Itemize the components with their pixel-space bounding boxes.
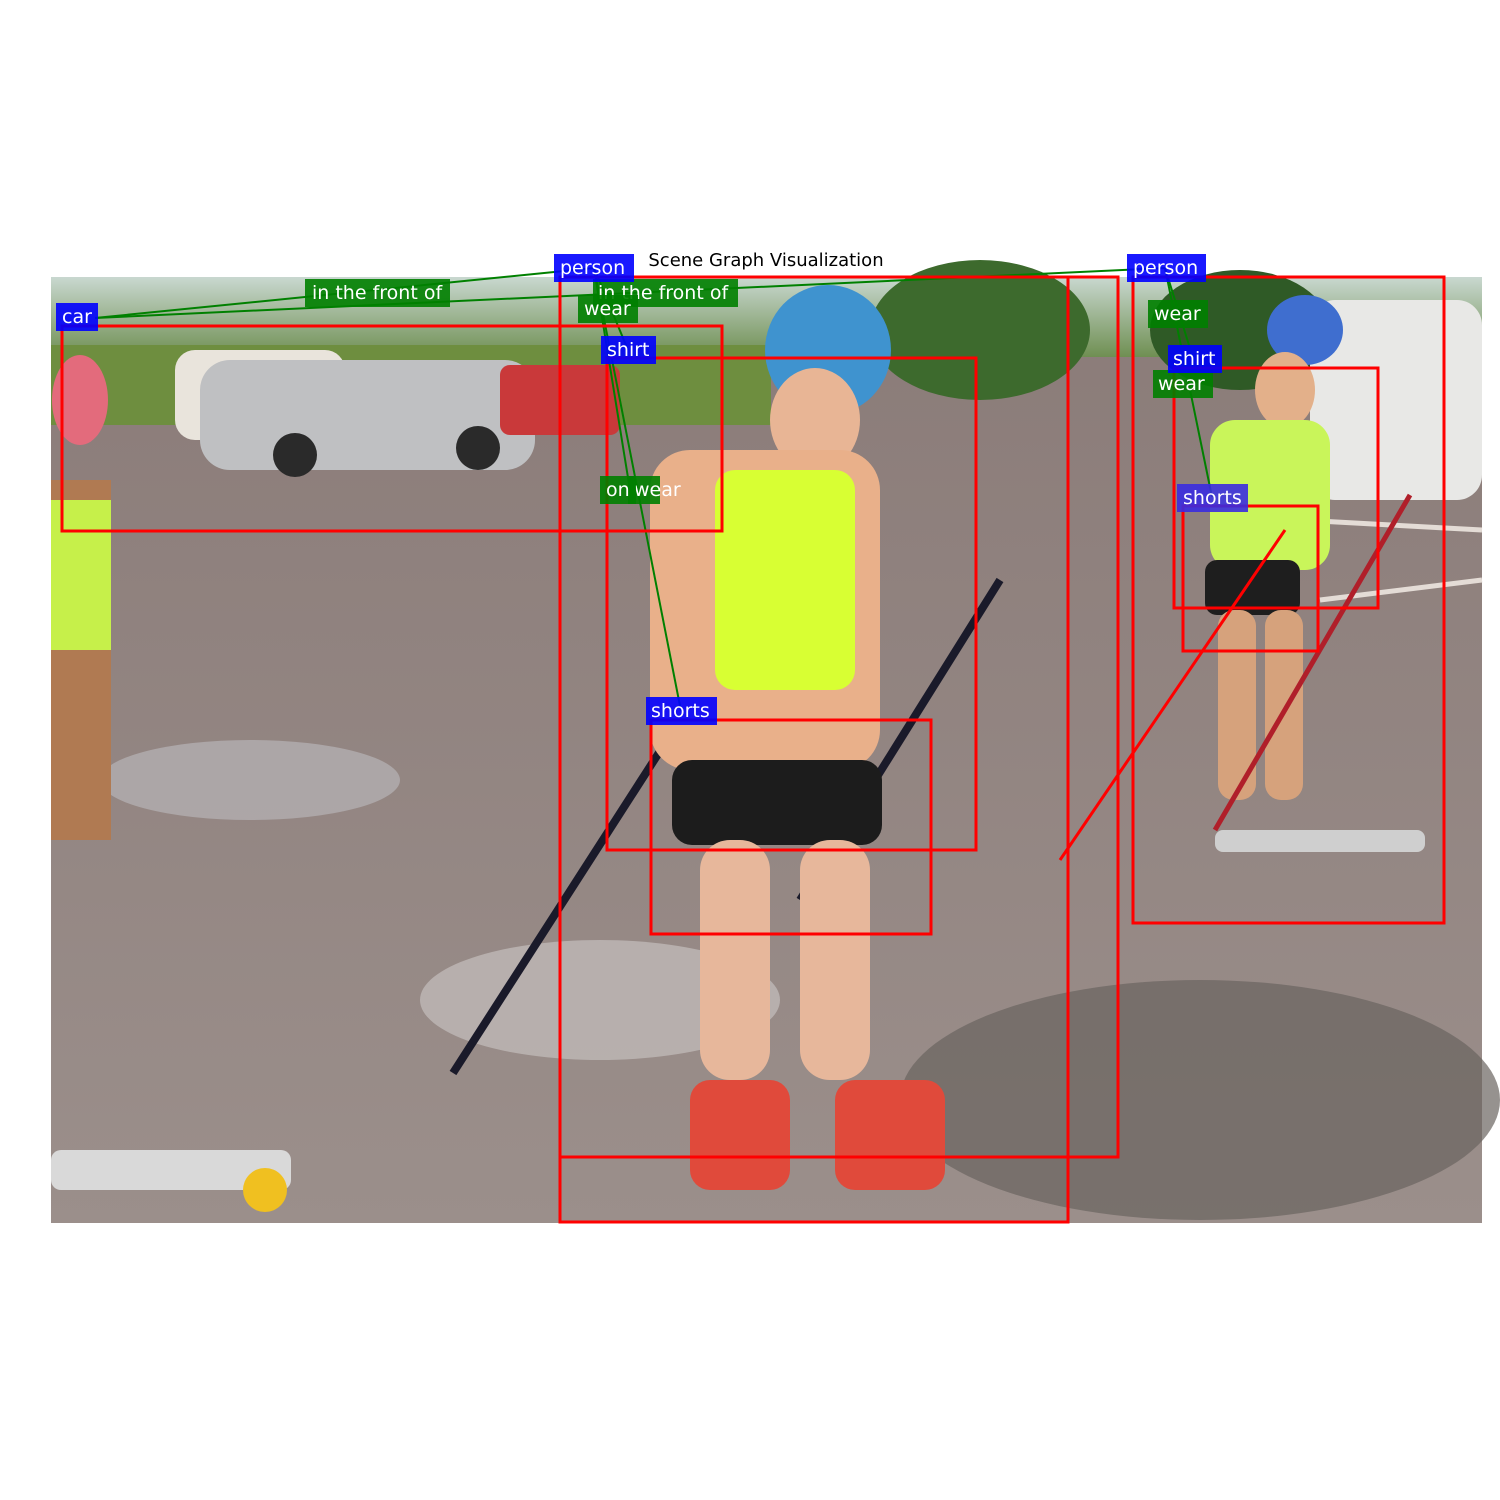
- object-label-shirt-right: shirt: [1168, 345, 1222, 373]
- bbox-shorts-right: [1181, 504, 1320, 653]
- object-label-text: shirt: [607, 339, 649, 361]
- ski-wheel: [243, 1168, 287, 1212]
- relation-label-text: wear: [584, 298, 631, 320]
- object-label-text: person: [560, 257, 625, 279]
- bbox-shirt-center: [605, 356, 978, 852]
- object-label-shorts-center: shorts: [646, 697, 717, 725]
- leg: [1218, 610, 1256, 800]
- object-label-person-right: person: [1127, 254, 1206, 282]
- car-wheel: [456, 426, 500, 470]
- boot: [690, 1080, 790, 1190]
- puddle: [900, 980, 1500, 1220]
- car-wheel: [273, 433, 317, 477]
- object-label-text: car: [62, 306, 92, 328]
- object-label-car: car: [56, 303, 98, 331]
- tree: [870, 260, 1090, 400]
- bounding-boxes: [60, 275, 1446, 1224]
- object-label-text: shorts: [1183, 487, 1242, 509]
- object-label-text: shorts: [651, 700, 710, 722]
- roller-ski: [1215, 830, 1425, 852]
- figure-title: Scene Graph Visualization: [648, 250, 884, 271]
- vest: [715, 470, 855, 690]
- bbox-person-right: [1131, 275, 1446, 925]
- bbox-car: [60, 324, 724, 533]
- roller-ski: [51, 1150, 291, 1190]
- suv: [1310, 300, 1482, 500]
- leg: [800, 840, 870, 1080]
- object-label-person-center: person: [554, 254, 634, 282]
- puddle: [100, 740, 400, 820]
- bbox-edge: [1058, 529, 1287, 861]
- leg: [700, 840, 770, 1080]
- relation-label-text: wear: [634, 479, 681, 501]
- relation-label-wear-3: wear: [1153, 370, 1213, 398]
- face: [1255, 352, 1315, 428]
- relation-label-text: wear: [1154, 303, 1201, 325]
- black-shorts: [1205, 560, 1300, 615]
- relation-label-text: on: [606, 479, 630, 501]
- leg: [1265, 610, 1303, 800]
- object-label-shorts-right: shorts: [1177, 484, 1248, 512]
- lime-shirt: [1210, 420, 1330, 570]
- relation-label-text: wear: [1158, 373, 1205, 395]
- object-label-shirt-center: shirt: [601, 336, 656, 364]
- right-person-figure: [1205, 295, 1425, 852]
- bbox-shorts-center: [649, 718, 933, 936]
- relation-label-wear-2: wear: [1148, 300, 1208, 328]
- object-label-text: person: [1133, 257, 1198, 279]
- object-labels: person person car shirt shirt shorts sho…: [56, 254, 1248, 725]
- helmet: [1267, 295, 1343, 365]
- photo: [51, 260, 1500, 1223]
- boot: [835, 1080, 945, 1190]
- face: [770, 368, 860, 472]
- object-label-text: shirt: [1173, 348, 1215, 370]
- relation-label-text: in the front of: [312, 282, 443, 304]
- bbox-person-center-alt: [558, 275, 1120, 1159]
- left-person-helmet: [52, 355, 108, 445]
- puddle: [420, 940, 780, 1060]
- relation-label-in-front-of-1: in the front of: [305, 279, 450, 307]
- left-person-shirt: [51, 500, 111, 650]
- black-shorts: [672, 760, 882, 845]
- bbox-shirt-right: [1172, 366, 1380, 610]
- relation-label-wear-1: wear: [578, 295, 638, 323]
- relation-labels: in the front of in the front of wear wea…: [305, 279, 1213, 504]
- relation-label-on: on: [600, 476, 636, 504]
